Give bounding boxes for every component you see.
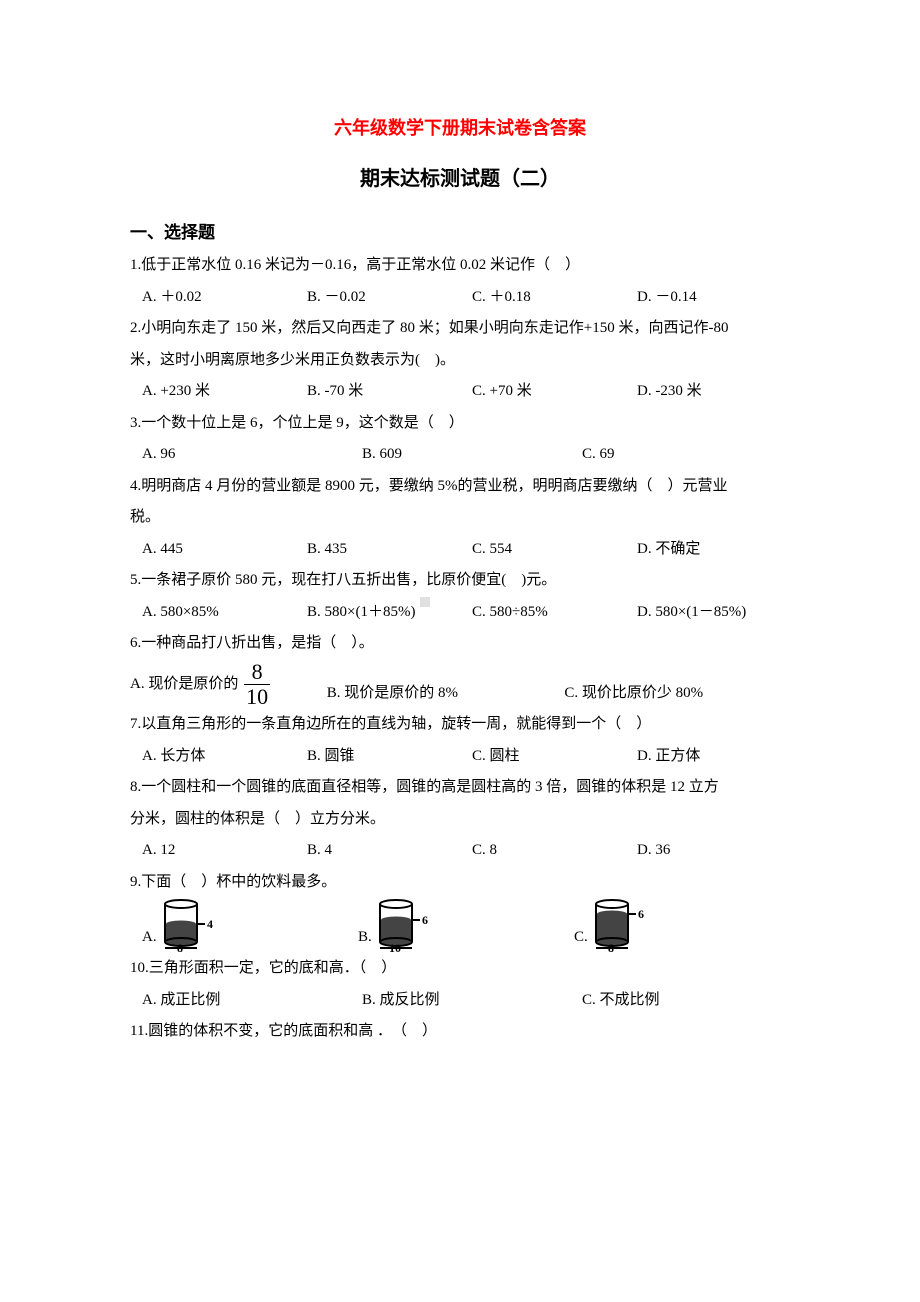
question-5: 5.一条裙子原价 580 元，现在打八五折出售，比原价便宜( )元。 A. 58… (130, 565, 790, 628)
q10-opt-a: A. 成正比例 (130, 985, 350, 1017)
q1-opt-b: B. －0.02 (295, 282, 460, 314)
q6-a-prefix: A. 现价是原价的 (130, 676, 242, 692)
cup-a-den: 8 (177, 941, 183, 953)
q6-a-den: 10 (244, 685, 270, 709)
cup-icon: 6 10 (374, 898, 439, 953)
q8-opt-b: B. 4 (295, 835, 460, 867)
q1-options: A. ＋0.02 B. －0.02 C. ＋0.18 D. －0.14 (130, 282, 790, 314)
cup-b-num: 6 (422, 913, 428, 927)
q3-options: A. 96 B. 609 C. 69 (130, 439, 790, 471)
q10-options: A. 成正比例 B. 成反比例 C. 不成比例 (130, 985, 790, 1017)
q6-text: 6.一种商品打八折出售，是指（ ）。 (130, 628, 790, 660)
cup-b-den: 10 (389, 941, 401, 953)
q5-text: 5.一条裙子原价 580 元，现在打八五折出售，比原价便宜( )元。 (130, 565, 790, 597)
q10-opt-b: B. 成反比例 (350, 985, 570, 1017)
title-red: 六年级数学下册期末试卷含答案 (130, 110, 790, 148)
q2-line2: 米，这时小明离原地多少米用正负数表示为( )。 (130, 345, 790, 377)
q8-line2: 分米，圆柱的体积是（ ）立方分米。 (130, 804, 790, 836)
question-1: 1.低于正常水位 0.16 米记为－0.16，高于正常水位 0.02 米记作（ … (130, 250, 790, 313)
question-7: 7.以直角三角形的一条直角边所在的直线为轴，旋转一周，就能得到一个（ ） A. … (130, 709, 790, 772)
question-2: 2.小明向东走了 150 米，然后又向西走了 80 米；如果小明向东走记作+15… (130, 313, 790, 408)
q4-opt-c: C. 554 (460, 534, 625, 566)
q3-opt-a: A. 96 (130, 439, 350, 471)
q6-opt-c: C. 现价比原价少 80% (552, 678, 790, 710)
page-content: 六年级数学下册期末试卷含答案 期末达标测试题（二） 一、选择题 1.低于正常水位… (0, 0, 920, 1108)
q2-line1: 2.小明向东走了 150 米，然后又向西走了 80 米；如果小明向东走记作+15… (130, 313, 790, 345)
q1-opt-a: A. ＋0.02 (130, 282, 295, 314)
q6-opt-b: B. 现价是原价的 8% (315, 678, 553, 710)
title-black: 期末达标测试题（二） (130, 158, 790, 200)
q9-b-label: B. (358, 922, 374, 954)
q2-opt-b: B. -70 米 (295, 376, 460, 408)
q6-options: A. 现价是原价的 810 B. 现价是原价的 8% C. 现价比原价少 80% (130, 660, 790, 709)
q6-opt-a: A. 现价是原价的 810 (130, 660, 315, 709)
q8-opt-c: C. 8 (460, 835, 625, 867)
q3-opt-c: C. 69 (570, 439, 790, 471)
q8-options: A. 12 B. 4 C. 8 D. 36 (130, 835, 790, 867)
q7-opt-c: C. 圆柱 (460, 741, 625, 773)
question-10: 10.三角形面积一定，它的底和高．（ ） A. 成正比例 B. 成反比例 C. … (130, 953, 790, 1016)
q2-opt-c: C. +70 米 (460, 376, 625, 408)
q1-opt-c: C. ＋0.18 (460, 282, 625, 314)
q9-opt-a: A. 4 8 (130, 898, 358, 953)
q5-opt-a: A. 580×85% (130, 597, 295, 629)
q2-options: A. +230 米 B. -70 米 C. +70 米 D. -230 米 (130, 376, 790, 408)
question-11: 11.圆锥的体积不变，它的底面积和高 ． （ ） (130, 1016, 790, 1048)
q4-options: A. 445 B. 435 C. 554 D. 不确定 (130, 534, 790, 566)
q1-opt-d: D. －0.14 (625, 282, 790, 314)
cup-c-den: 8 (608, 941, 614, 953)
q7-options: A. 长方体 B. 圆锥 C. 圆柱 D. 正方体 (130, 741, 790, 773)
q4-line1: 4.明明商店 4 月份的营业额是 8900 元，要缴纳 5%的营业税，明明商店要… (130, 471, 790, 503)
q3-text: 3.一个数十位上是 6，个位上是 9，这个数是（ ） (130, 408, 790, 440)
q8-opt-d: D. 36 (625, 835, 790, 867)
q4-opt-d: D. 不确定 (625, 534, 790, 566)
q8-opt-a: A. 12 (130, 835, 295, 867)
q9-options: A. 4 8 B. (130, 898, 790, 953)
q10-opt-c: C. 不成比例 (570, 985, 790, 1017)
q7-opt-a: A. 长方体 (130, 741, 295, 773)
q9-text: 9.下面（ ）杯中的饮料最多。 (130, 867, 790, 899)
fraction-icon: 810 (244, 660, 270, 709)
q5-opt-b: B. 580×(1＋85%) (295, 597, 460, 629)
cup-a-num: 4 (207, 917, 213, 931)
question-8: 8.一个圆柱和一个圆锥的底面直径相等，圆锥的高是圆柱高的 3 倍，圆锥的体积是 … (130, 772, 790, 867)
q9-c-label: C. (574, 922, 590, 954)
q5-opt-c: C. 580÷85% (460, 597, 625, 629)
q5-options: A. 580×85% B. 580×(1＋85%) C. 580÷85% D. … (130, 597, 790, 629)
q4-opt-b: B. 435 (295, 534, 460, 566)
q4-line2: 税。 (130, 502, 790, 534)
q10-text: 10.三角形面积一定，它的底和高．（ ） (130, 953, 790, 985)
q1-text: 1.低于正常水位 0.16 米记为－0.16，高于正常水位 0.02 米记作（ … (130, 250, 790, 282)
cup-c-num: 6 (638, 907, 644, 921)
q4-opt-a: A. 445 (130, 534, 295, 566)
cup-icon: 4 8 (159, 898, 219, 953)
question-4: 4.明明商店 4 月份的营业额是 8900 元，要缴纳 5%的营业税，明明商店要… (130, 471, 790, 566)
q5-opt-d: D. 580×(1－85%) (625, 597, 790, 629)
q6-a-num: 8 (244, 660, 270, 685)
q2-opt-a: A. +230 米 (130, 376, 295, 408)
section-header: 一、选择题 (130, 215, 790, 251)
question-6: 6.一种商品打八折出售，是指（ ）。 A. 现价是原价的 810 B. 现价是原… (130, 628, 790, 709)
q8-line1: 8.一个圆柱和一个圆锥的底面直径相等，圆锥的高是圆柱高的 3 倍，圆锥的体积是 … (130, 772, 790, 804)
q9-a-label: A. (142, 922, 159, 954)
question-3: 3.一个数十位上是 6，个位上是 9，这个数是（ ） A. 96 B. 609 … (130, 408, 790, 471)
q9-opt-b: B. 6 10 (358, 898, 574, 953)
q7-opt-d: D. 正方体 (625, 741, 790, 773)
q2-opt-d: D. -230 米 (625, 376, 790, 408)
q3-opt-b: B. 609 (350, 439, 570, 471)
q7-opt-b: B. 圆锥 (295, 741, 460, 773)
q9-opt-c: C. 6 8 (574, 898, 790, 953)
question-9: 9.下面（ ）杯中的饮料最多。 A. 4 8 B. (130, 867, 790, 954)
cup-icon: 6 8 (590, 898, 650, 953)
q7-text: 7.以直角三角形的一条直角边所在的直线为轴，旋转一周，就能得到一个（ ） (130, 709, 790, 741)
q11-text: 11.圆锥的体积不变，它的底面积和高 ． （ ） (130, 1016, 790, 1048)
